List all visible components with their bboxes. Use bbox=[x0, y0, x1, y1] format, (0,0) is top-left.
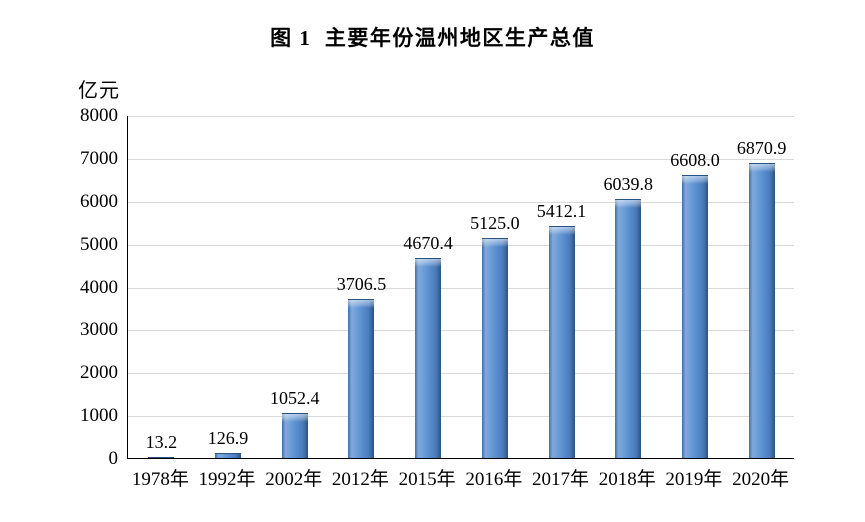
value-label-2002年: 1052.4 bbox=[270, 387, 320, 408]
bar-1992年 bbox=[215, 452, 242, 458]
bar-bevel-highlight bbox=[548, 226, 575, 235]
xtick-label-2012年: 2012年 bbox=[331, 469, 389, 490]
ytick-label-8000: 8000 bbox=[80, 105, 118, 126]
bar-bevel-highlight bbox=[681, 175, 708, 184]
xtick-label-2017年: 2017年 bbox=[532, 469, 590, 490]
value-label-2018年: 6039.8 bbox=[603, 174, 654, 195]
xtick-label-2019年: 2019年 bbox=[665, 469, 723, 490]
bar-2019年 bbox=[681, 174, 708, 458]
bar-bevel-highlight bbox=[348, 300, 375, 309]
bar-2020年 bbox=[748, 163, 775, 458]
bar-bevel-highlight bbox=[748, 164, 775, 173]
value-label-2015年: 4670.4 bbox=[403, 232, 453, 253]
gridline-5000 bbox=[128, 244, 794, 246]
xtick-label-2018年: 2018年 bbox=[598, 469, 656, 490]
chart-title: 图 1 主要年份温州地区生产总值 bbox=[270, 26, 595, 50]
gridline-1000 bbox=[128, 416, 794, 418]
value-label-1978年: 13.2 bbox=[145, 432, 178, 453]
bar-bevel-highlight bbox=[615, 200, 642, 209]
bar-2017年 bbox=[548, 225, 575, 458]
bar-bevel-highlight bbox=[281, 413, 308, 422]
gridline-2000 bbox=[128, 373, 794, 375]
xtick-label-2015年: 2015年 bbox=[398, 469, 456, 490]
xtick-label-2020年: 2020年 bbox=[732, 469, 790, 490]
gridline-4000 bbox=[128, 287, 794, 289]
value-label-2016年: 5125.0 bbox=[470, 213, 520, 234]
ytick-label-0: 0 bbox=[108, 448, 119, 469]
value-label-2012年: 3706.5 bbox=[336, 274, 387, 295]
bar-2012年 bbox=[348, 299, 375, 458]
y-axis-unit-label: 亿元 bbox=[78, 80, 120, 102]
xtick-label-2002年: 2002年 bbox=[265, 469, 323, 490]
ytick-label-5000: 5000 bbox=[80, 233, 118, 255]
value-label-2019年: 6608.0 bbox=[670, 149, 720, 170]
ytick-label-6000: 6000 bbox=[80, 190, 118, 212]
ytick-label-4000: 4000 bbox=[80, 276, 118, 298]
plot-area: 13.2 126.9 1052.4 3706.5 4670.4 5125.0 5412.1 6… bbox=[127, 116, 794, 459]
bar-2016年 bbox=[481, 238, 508, 458]
xtick-label-1992年: 1992年 bbox=[198, 469, 256, 490]
bar-bevel-highlight bbox=[415, 258, 442, 267]
xtick-label-1978年: 1978年 bbox=[131, 469, 189, 490]
ytick-label-2000: 2000 bbox=[80, 362, 118, 384]
gridline-7000 bbox=[128, 158, 794, 160]
value-label-2020年: 6870.9 bbox=[736, 138, 787, 159]
bar-2015年 bbox=[415, 257, 442, 458]
ytick-label-7000: 7000 bbox=[80, 147, 118, 169]
value-label-1992年: 126.9 bbox=[207, 427, 249, 448]
ytick-label-3000: 3000 bbox=[80, 319, 118, 341]
bar-bevel-highlight bbox=[481, 239, 508, 248]
gridline-8000 bbox=[128, 116, 794, 117]
value-label-2017年: 5412.1 bbox=[536, 200, 587, 221]
bar-1978年 bbox=[148, 457, 175, 458]
gridline-3000 bbox=[128, 330, 794, 332]
ytick-label-1000: 1000 bbox=[80, 405, 118, 427]
bar-2002年 bbox=[281, 412, 308, 458]
xtick-label-2016年: 2016年 bbox=[465, 469, 523, 490]
bar-2018年 bbox=[615, 199, 642, 458]
gridline-6000 bbox=[128, 201, 794, 203]
